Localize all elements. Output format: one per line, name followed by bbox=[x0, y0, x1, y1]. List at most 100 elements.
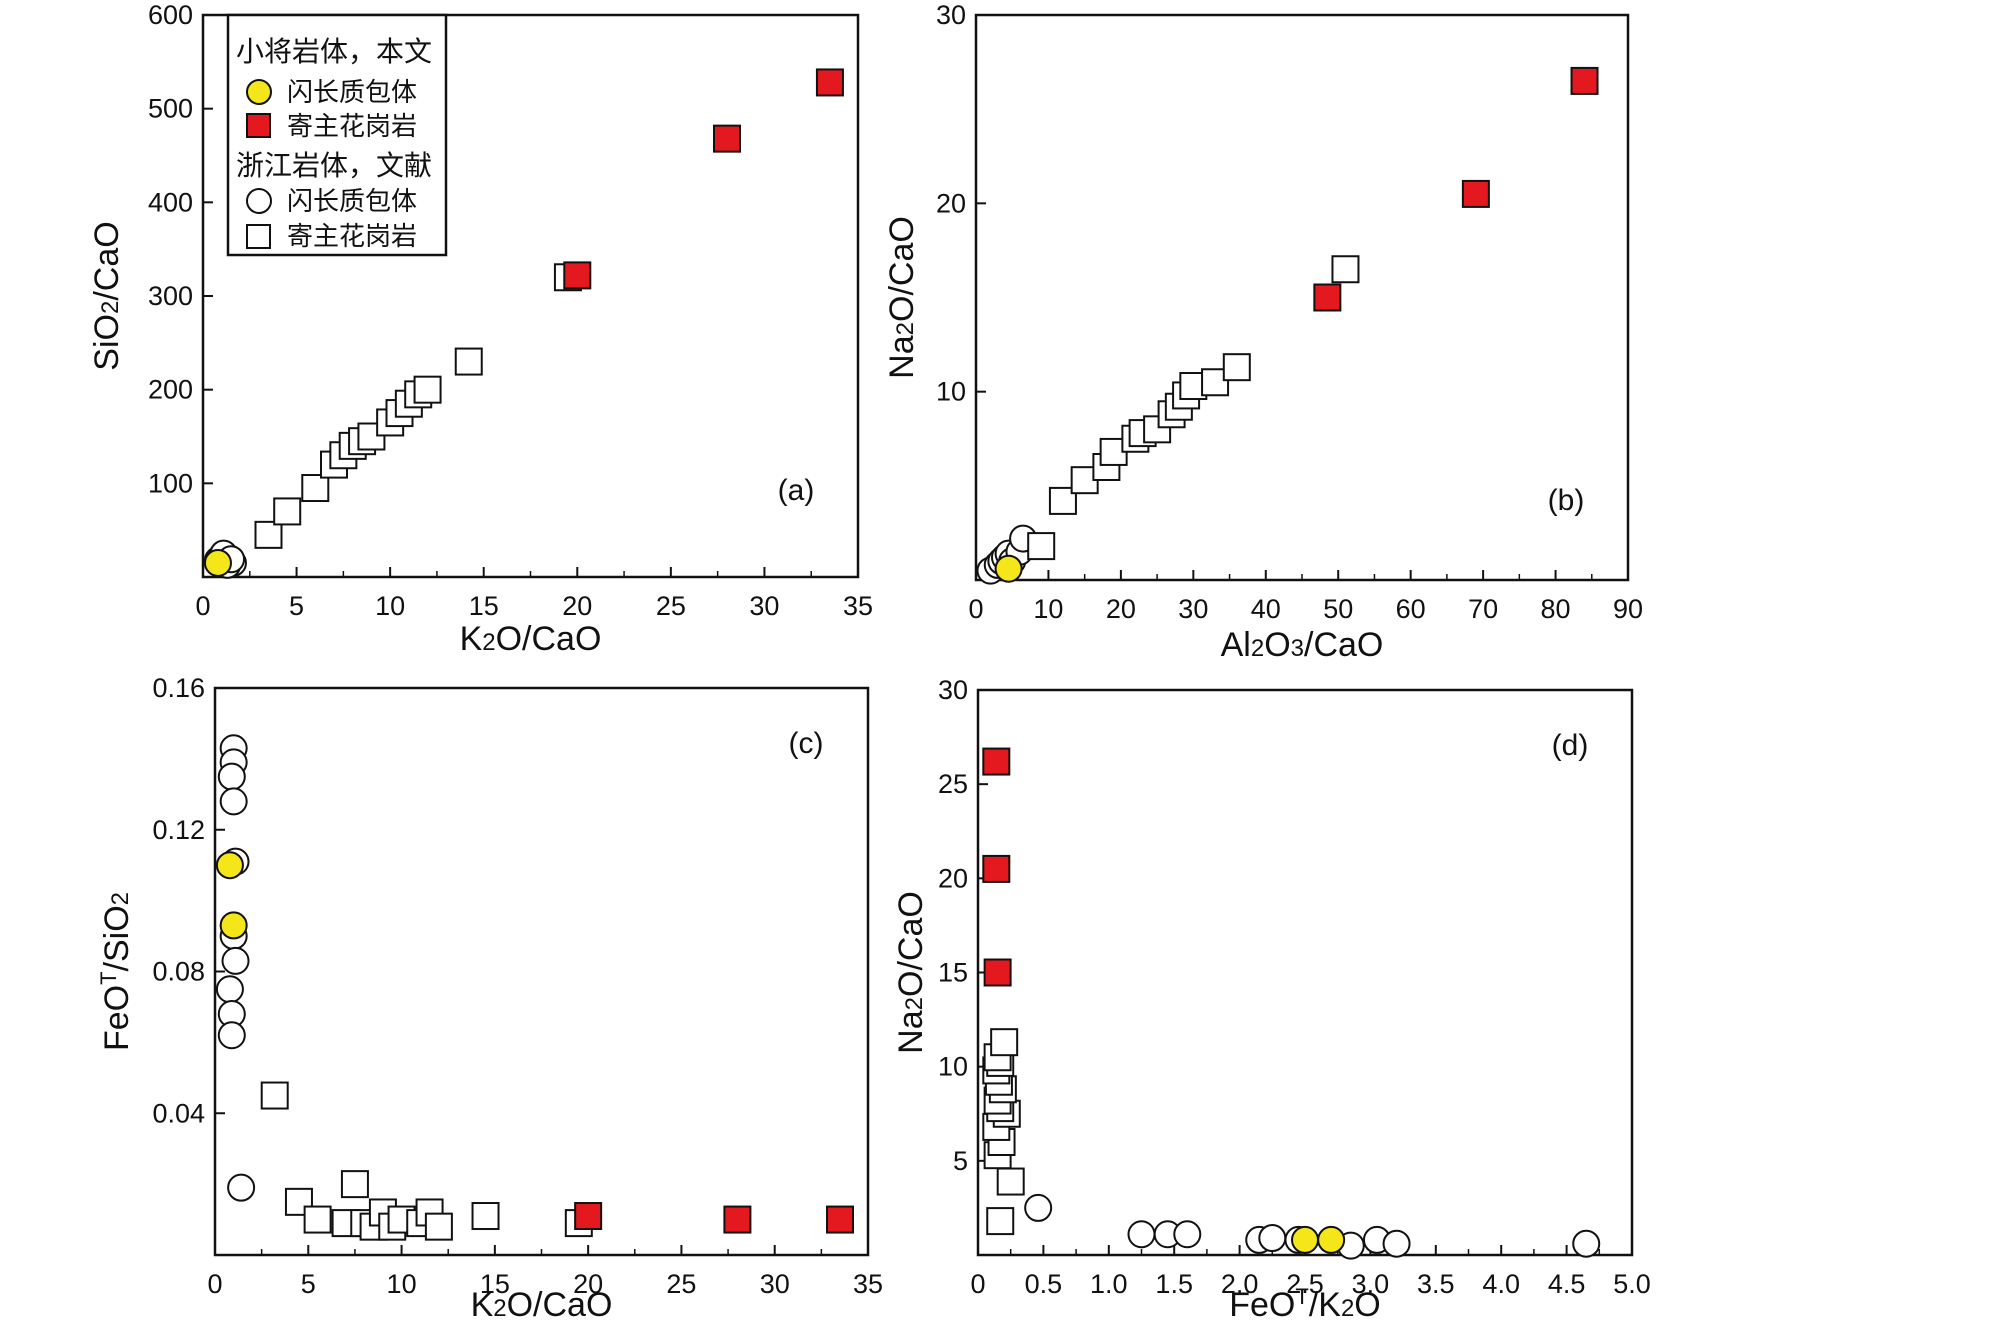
data-point-open-circle bbox=[221, 946, 250, 975]
plot-frame bbox=[213, 686, 870, 1257]
x-tick-label: 25 bbox=[666, 1269, 696, 1299]
y-tick-label: 0.04 bbox=[152, 1098, 205, 1128]
x-tick-label: 70 bbox=[1468, 594, 1498, 624]
y-tick-label: 20 bbox=[936, 188, 966, 218]
data-point-open-square bbox=[996, 1167, 1025, 1196]
x-tick-label: 15 bbox=[469, 591, 499, 621]
x-tick-label: 50 bbox=[1323, 594, 1353, 624]
x-tick-label: 40 bbox=[1251, 594, 1281, 624]
x-tick-label: 30 bbox=[749, 591, 779, 621]
data-point-red-square bbox=[982, 854, 1011, 883]
data-point-open-square bbox=[254, 520, 283, 549]
x-tick-label: 4.0 bbox=[1482, 1269, 1520, 1299]
legend: 小将岩体，本文 闪长质包体 寄主花岗岩 浙江岩体，文献 闪长质包体 寄主花岗岩 bbox=[226, 13, 448, 257]
y-tick-label: 25 bbox=[938, 769, 968, 799]
data-point-yellow-circle bbox=[1291, 1225, 1319, 1254]
legend-group2-title: 浙江岩体，文献 bbox=[236, 149, 432, 182]
data-point-open-square bbox=[1222, 353, 1251, 382]
data-point-red-square bbox=[723, 1205, 752, 1234]
x-tick-label: 2.5 bbox=[1286, 1269, 1324, 1299]
legend-group1-host-label: 寄主花岗岩 bbox=[287, 112, 417, 142]
x-tick-label: 4.5 bbox=[1548, 1269, 1586, 1299]
data-point-open-circle bbox=[227, 1173, 256, 1202]
data-point-open-square bbox=[413, 375, 442, 404]
x-tick-label: 35 bbox=[853, 1269, 883, 1299]
panel-label: (a) bbox=[778, 474, 815, 507]
x-tick-label: 0 bbox=[970, 1269, 985, 1299]
data-point-open-square bbox=[303, 1205, 332, 1234]
data-point-red-square bbox=[826, 1205, 855, 1234]
y-tick-label: 300 bbox=[148, 281, 193, 311]
data-point-open-circle bbox=[1173, 1220, 1202, 1249]
data-point-red-square bbox=[1313, 283, 1342, 312]
legend-open-circle-marker bbox=[246, 188, 272, 214]
plot-frame bbox=[976, 688, 1634, 1257]
x-tick-label: 30 bbox=[1178, 594, 1208, 624]
legend-open-square-marker bbox=[246, 224, 271, 249]
x-tick-label: 3.5 bbox=[1417, 1269, 1455, 1299]
data-point-open-circle bbox=[1572, 1229, 1601, 1258]
data-point-yellow-circle bbox=[203, 548, 232, 577]
x-tick-label: 90 bbox=[1613, 594, 1643, 624]
data-point-red-square bbox=[982, 747, 1011, 776]
y-tick-label: 600 bbox=[148, 0, 193, 30]
x-axis-label: Al2O3/CaO bbox=[1221, 626, 1384, 664]
x-tick-label: 20 bbox=[562, 591, 592, 621]
scatter-panel-b: 0 10 20 30 40 50 60 70 80 90 10 20 30 Al2O3/CaO Na2O/C… bbox=[883, 0, 1643, 664]
y-axis-label: Na2O/CaO bbox=[883, 216, 921, 379]
data-point-open-square bbox=[471, 1202, 500, 1231]
data-point-yellow-circle bbox=[219, 911, 248, 940]
x-tick-label: 35 bbox=[843, 591, 873, 621]
x-tick-label: 10 bbox=[1033, 594, 1063, 624]
data-point-red-square bbox=[1461, 179, 1490, 208]
scatter-panel-a: 0 5 10 15 20 25 30 35 100 200 300 400 500 600 K2O/CaO S… bbox=[88, 0, 873, 658]
data-point-open-square bbox=[357, 422, 386, 451]
y-tick-label: 30 bbox=[938, 675, 968, 705]
y-tick-label: 500 bbox=[148, 94, 193, 124]
x-tick-label: 5 bbox=[301, 1269, 316, 1299]
x-tick-label: 5 bbox=[289, 591, 304, 621]
legend-yellow-circle-marker bbox=[246, 79, 272, 105]
x-tick-label: 80 bbox=[1541, 594, 1571, 624]
x-tick-label: 15 bbox=[480, 1269, 510, 1299]
y-tick-label: 0.12 bbox=[152, 815, 205, 845]
y-tick-label: 200 bbox=[148, 375, 193, 405]
data-point-open-circle bbox=[217, 1021, 246, 1050]
data-point-open-circle bbox=[1258, 1224, 1287, 1253]
x-tick-label: 3.0 bbox=[1352, 1269, 1390, 1299]
data-point-yellow-circle bbox=[1317, 1225, 1346, 1254]
data-point-open-square bbox=[1027, 532, 1056, 561]
y-tick-label: 20 bbox=[938, 863, 968, 893]
y-axis-label: FeOT/SiO2 bbox=[96, 892, 137, 1051]
x-tick-label: 10 bbox=[387, 1269, 417, 1299]
x-tick-label: 5.0 bbox=[1613, 1269, 1651, 1299]
data-point-open-circle bbox=[219, 787, 248, 816]
data-point-yellow-circle bbox=[215, 851, 244, 880]
data-point-open-square bbox=[1331, 255, 1360, 284]
data-point-red-square bbox=[1570, 66, 1599, 95]
y-tick-label: 400 bbox=[148, 187, 193, 217]
data-point-red-square bbox=[713, 124, 741, 153]
y-axis-label: SiO2/CaO bbox=[88, 221, 126, 370]
data-point-red-square bbox=[983, 958, 1012, 987]
legend-group1-title: 小将岩体，本文 bbox=[236, 35, 432, 68]
x-tick-label: 10 bbox=[375, 591, 405, 621]
legend-group1-enclave-label: 闪长质包体 bbox=[287, 78, 417, 108]
x-tick-label: 20 bbox=[573, 1269, 603, 1299]
y-tick-label: 15 bbox=[938, 958, 968, 988]
data-point-open-square bbox=[454, 347, 483, 376]
data-point-open-square bbox=[990, 1028, 1019, 1057]
y-tick-label: 30 bbox=[936, 0, 966, 30]
data-point-open-circle bbox=[215, 975, 244, 1004]
legend-group2-enclave-label: 闪长质包体 bbox=[287, 187, 417, 217]
x-axis-label: K2O/CaO bbox=[471, 1286, 613, 1324]
y-tick-label: 0.08 bbox=[152, 957, 205, 987]
x-tick-label: 1.5 bbox=[1155, 1269, 1193, 1299]
y-tick-label: 10 bbox=[938, 1052, 968, 1082]
data-point-open-square bbox=[273, 497, 302, 526]
x-tick-label: 60 bbox=[1396, 594, 1426, 624]
data-point-open-square bbox=[986, 1207, 1015, 1236]
x-axis-label: FeOT/K2O bbox=[1229, 1284, 1381, 1324]
data-point-open-circle bbox=[1382, 1229, 1411, 1258]
